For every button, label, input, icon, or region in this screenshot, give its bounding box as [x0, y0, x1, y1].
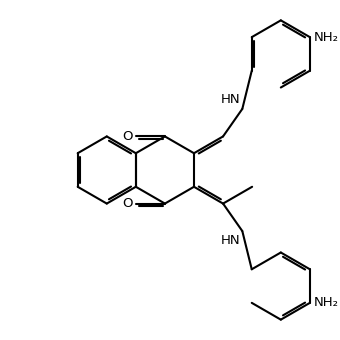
Text: NH₂: NH₂	[313, 296, 339, 309]
Text: NH₂: NH₂	[313, 31, 339, 44]
Text: HN: HN	[221, 234, 240, 247]
Text: O: O	[122, 130, 133, 143]
Text: O: O	[122, 197, 133, 210]
Text: HN: HN	[221, 93, 240, 106]
